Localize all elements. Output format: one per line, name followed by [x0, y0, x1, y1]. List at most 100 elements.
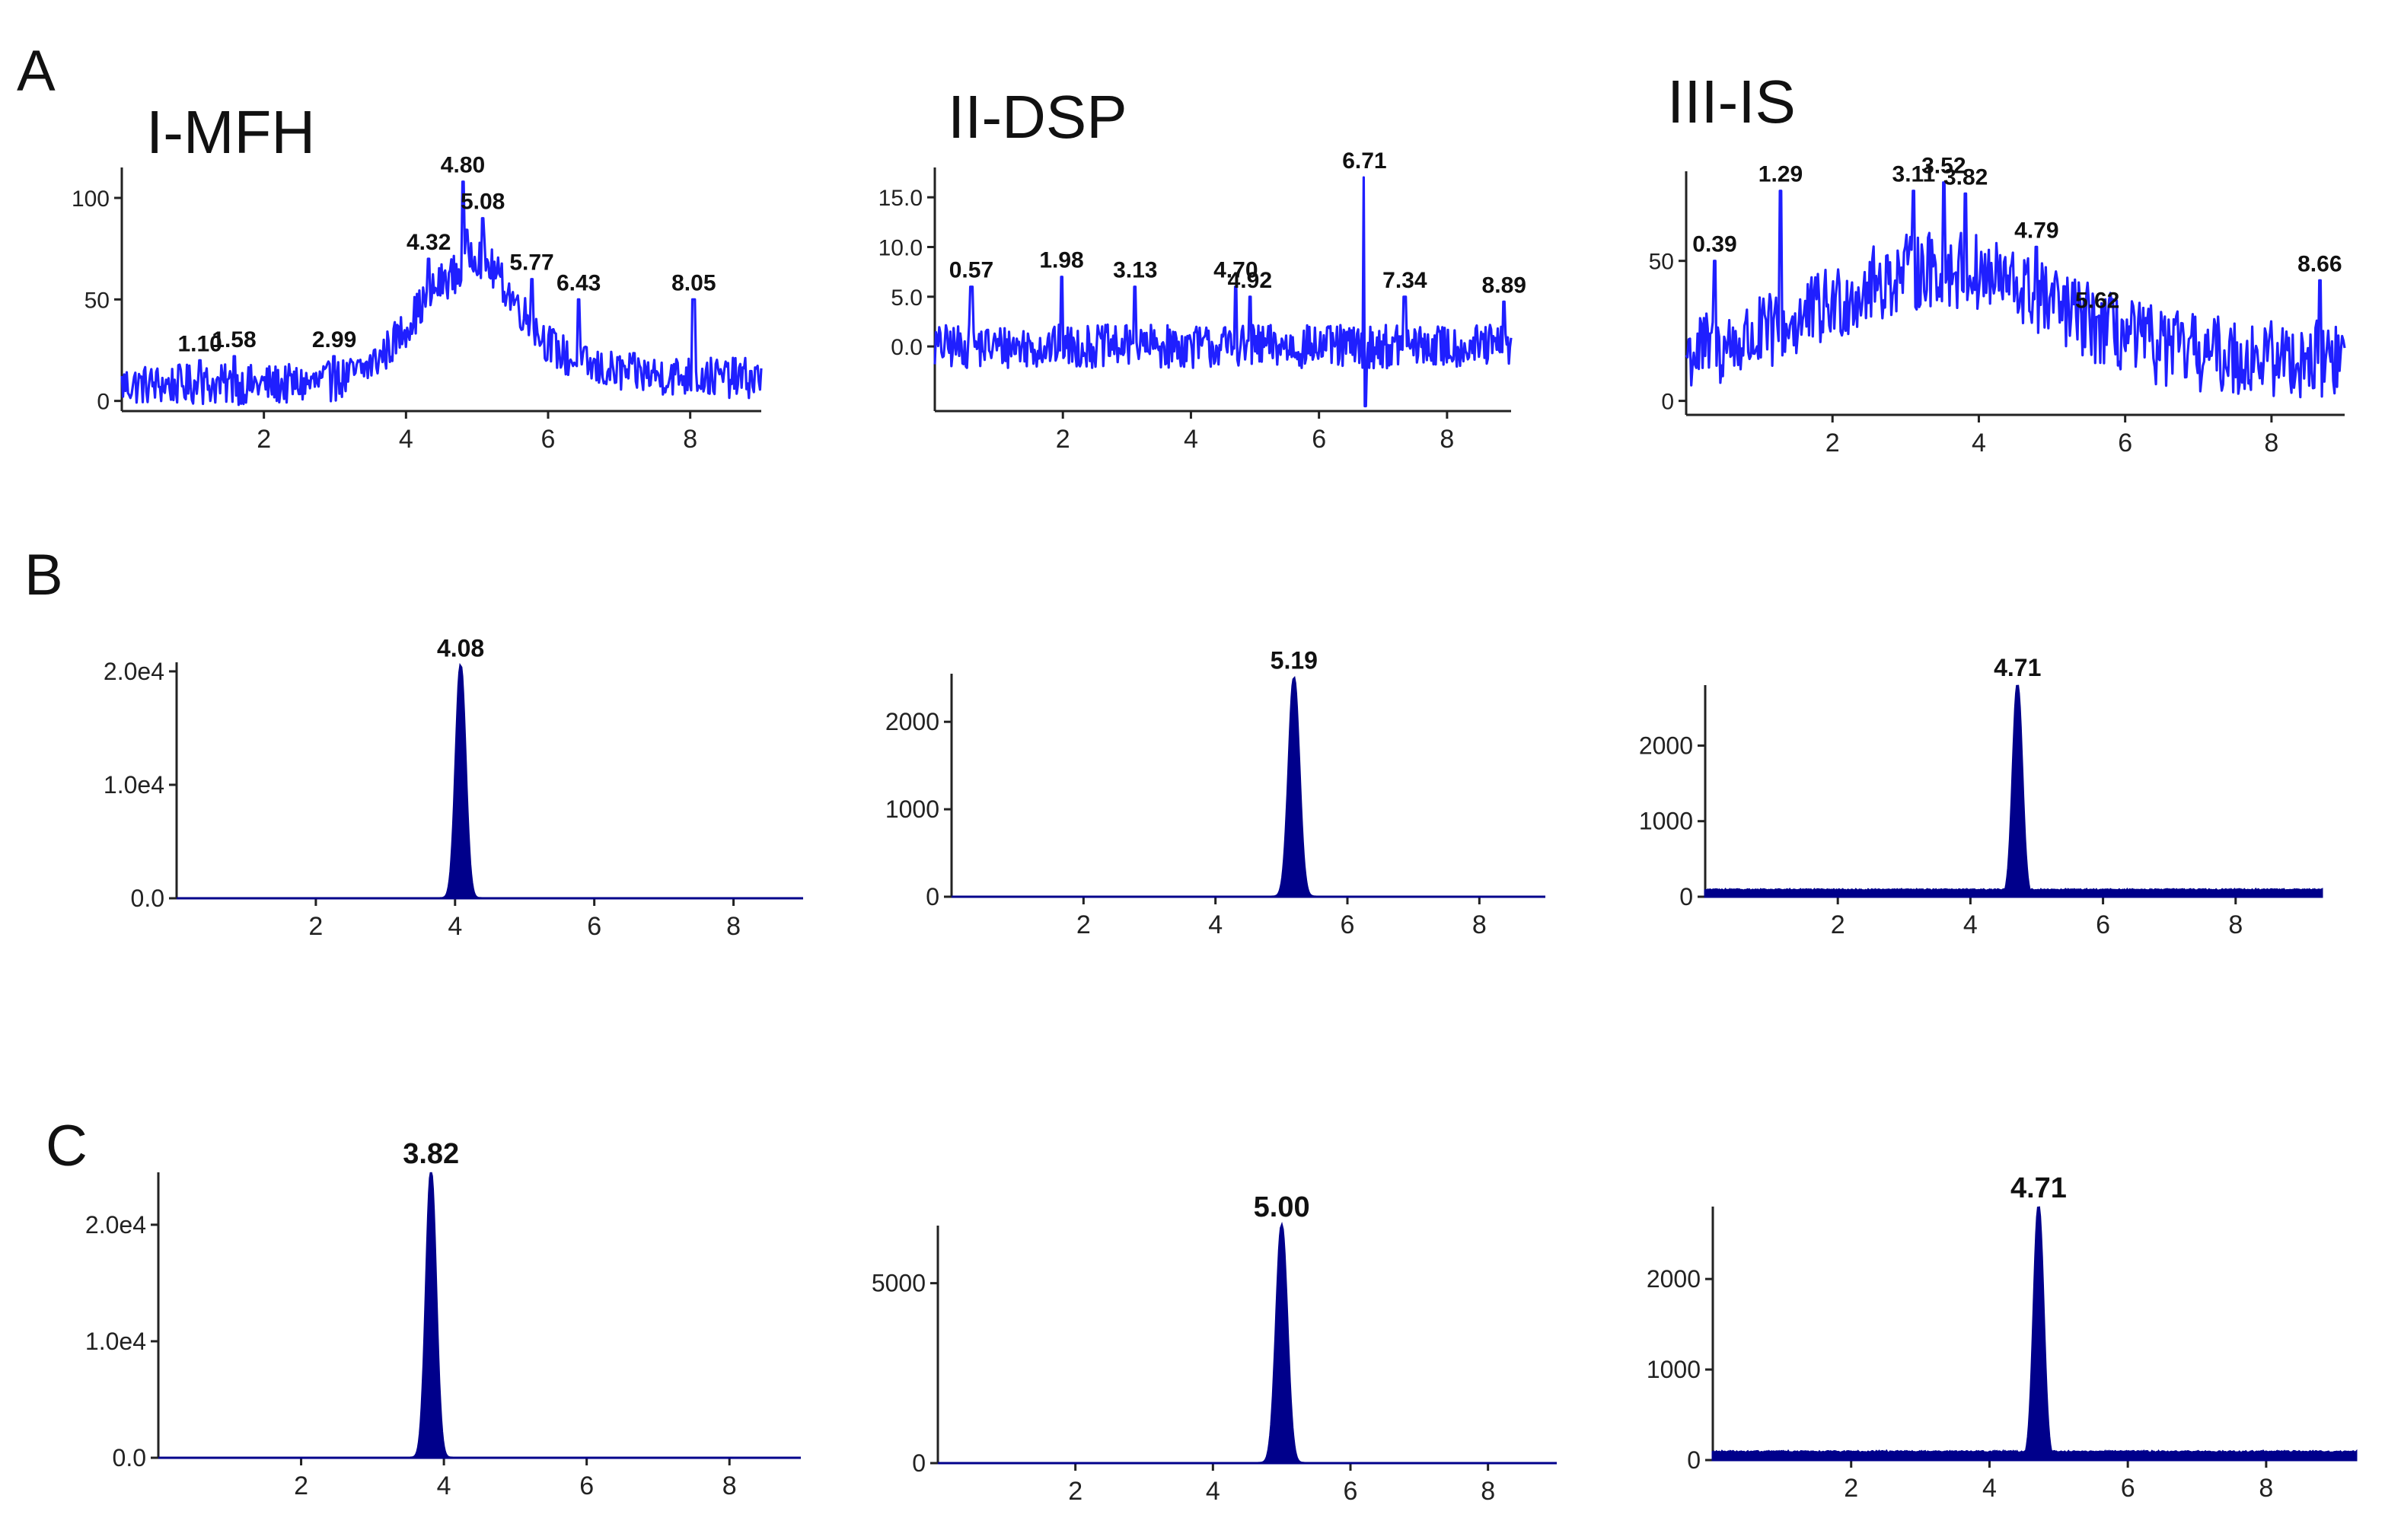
peak-label: 3.52 [1921, 154, 1966, 179]
peak-label: 4.08 [437, 634, 484, 662]
x-tick-label: 8 [683, 425, 697, 454]
y-tick-label: 0 [97, 390, 110, 415]
chart-panel-b-ii: 2 4 6 8 0 1000 2000 5.19 [885, 647, 1545, 939]
peak-label: 8.66 [2297, 251, 2342, 276]
x-tick-label: 6 [1341, 910, 1355, 939]
x-tick-label: 4 [1982, 1474, 1997, 1503]
chart-panel-c-iii: 2 4 6 8 0 1000 2000 4.71 [1647, 1172, 2358, 1503]
x-tick-label: 8 [2264, 429, 2278, 458]
y-tick-label: 0 [912, 1449, 926, 1477]
y-tick-label: 10.0 [878, 235, 923, 260]
x-tick-label: 4 [437, 1471, 451, 1500]
x-tick-label: 6 [1312, 425, 1326, 454]
trace-fill [1704, 684, 2323, 898]
y-tick-label: 100 [72, 187, 110, 212]
y-tick-label: 15.0 [878, 186, 923, 211]
chart-panel-c-ii: 2 4 6 8 0 5000 5.00 [872, 1191, 1557, 1506]
y-tick-label: 1000 [885, 796, 939, 823]
chart-panel-c-i: 2 4 6 8 0.0 1.0e4 2.0e4 3.82 [85, 1138, 801, 1500]
x-tick-label: 8 [726, 912, 741, 941]
x-tick-label: 4 [1208, 910, 1223, 939]
y-tick-label: 0.0 [113, 1444, 146, 1471]
peak-label: 4.80 [441, 153, 485, 178]
trace-fill [952, 675, 1545, 898]
row-label-c: C [46, 1114, 88, 1178]
x-tick-label: 2 [257, 425, 271, 454]
y-tick-label: 2.0e4 [104, 658, 164, 685]
y-tick-label: 1.0e4 [85, 1328, 146, 1355]
chart-panel-a-iii: 2 4 6 8 0 50 0.39 1.29 3.113.523.82 4.79 5.62 8.66 [1649, 154, 2346, 458]
peak-label: 3.11 [1892, 162, 1936, 187]
trace-fill [177, 662, 803, 900]
x-tick-label: 6 [2118, 429, 2132, 458]
peak-label: 4.92 [1228, 268, 1272, 293]
x-tick-label: 4 [1963, 910, 1978, 939]
y-tick-label: 50 [1649, 250, 1674, 275]
peak-label: 5.62 [2075, 288, 2119, 313]
trace-fill [1711, 1206, 2358, 1462]
x-tick-label: 8 [1440, 425, 1454, 454]
chart-panel-a-i: 2 4 6 8 0 50 100 1.101.58 2.99 4.32 4.80 5.08 5.776.… [72, 153, 763, 454]
peak-label: 8.89 [1482, 273, 1526, 298]
x-tick-label: 6 [587, 912, 601, 941]
peak-label: 4.71 [2010, 1172, 2067, 1204]
y-tick-label: 1.0e4 [104, 771, 164, 799]
peak-label: 4.79 [2014, 218, 2058, 243]
peak-label: 1.58 [212, 327, 256, 352]
x-tick-label: 6 [541, 425, 556, 454]
x-tick-label: 2 [1076, 910, 1091, 939]
x-tick-label: 2 [1831, 910, 1845, 939]
trace-line [120, 180, 763, 407]
x-tick-label: 2 [1068, 1477, 1082, 1506]
x-tick-label: 8 [2259, 1474, 2273, 1503]
peak-label: 1.98 [1039, 248, 1083, 273]
x-tick-label: 2 [1825, 429, 1840, 458]
x-tick-label: 8 [1481, 1477, 1495, 1506]
y-tick-label: 0 [926, 883, 939, 910]
peak-label: 6.71 [1342, 148, 1386, 174]
y-tick-label: 2000 [1647, 1265, 1701, 1293]
x-tick-label: 2 [1056, 425, 1070, 454]
chart-panel-b-i: 2 4 6 8 0.0 1.0e4 2.0e4 4.08 [104, 634, 803, 941]
y-tick-label: 0.0 [131, 885, 164, 912]
x-tick-label: 8 [722, 1471, 737, 1500]
y-tick-label: 2000 [885, 708, 939, 735]
x-tick-label: 4 [399, 425, 413, 454]
peak-label: 0.57 [949, 258, 993, 283]
x-tick-label: 8 [1472, 910, 1487, 939]
peak-label: 2.99 [312, 327, 356, 352]
column-title-mfh: I-MFH [146, 98, 316, 166]
peak-label: 4.32 [407, 230, 451, 255]
x-tick-label: 6 [2096, 910, 2110, 939]
y-tick-label: 1000 [1647, 1356, 1701, 1383]
y-tick-label: 0.0 [891, 335, 923, 360]
peak-label: 4.71 [1994, 654, 2041, 681]
peak-label: 3.13 [1113, 258, 1157, 283]
peak-label: 5.00 [1254, 1191, 1310, 1223]
peak-label: 3.82 [1943, 164, 1988, 190]
peak-label: 4.70 [1213, 258, 1258, 283]
y-tick-label: 5000 [872, 1270, 926, 1297]
peak-label: 8.05 [671, 270, 716, 295]
column-title-dsp: II-DSP [948, 83, 1127, 151]
x-tick-label: 2 [1844, 1474, 1858, 1503]
y-tick-label: 0 [1679, 883, 1693, 910]
peak-label: 5.19 [1271, 647, 1318, 674]
peak-label: 7.34 [1382, 268, 1427, 293]
chart-panel-a-ii: 2 4 6 8 0.0 5.0 10.0 15.0 0.57 1.98 3.13 4.704.92 6.… [878, 148, 1526, 454]
peak-label: 1.10 [177, 331, 222, 356]
peak-label: 0.39 [1692, 232, 1736, 257]
x-tick-label: 2 [294, 1471, 308, 1500]
peak-label: 6.43 [556, 270, 601, 295]
x-tick-label: 6 [1344, 1477, 1358, 1506]
x-tick-label: 4 [448, 912, 462, 941]
x-tick-label: 8 [2228, 910, 2243, 939]
y-tick-label: 5.0 [891, 285, 923, 311]
trace-line [1685, 181, 2346, 399]
y-tick-label: 2.0e4 [85, 1211, 146, 1239]
x-tick-label: 4 [1206, 1477, 1220, 1506]
x-tick-label: 4 [1972, 429, 1986, 458]
y-tick-label: 0 [1661, 390, 1674, 415]
